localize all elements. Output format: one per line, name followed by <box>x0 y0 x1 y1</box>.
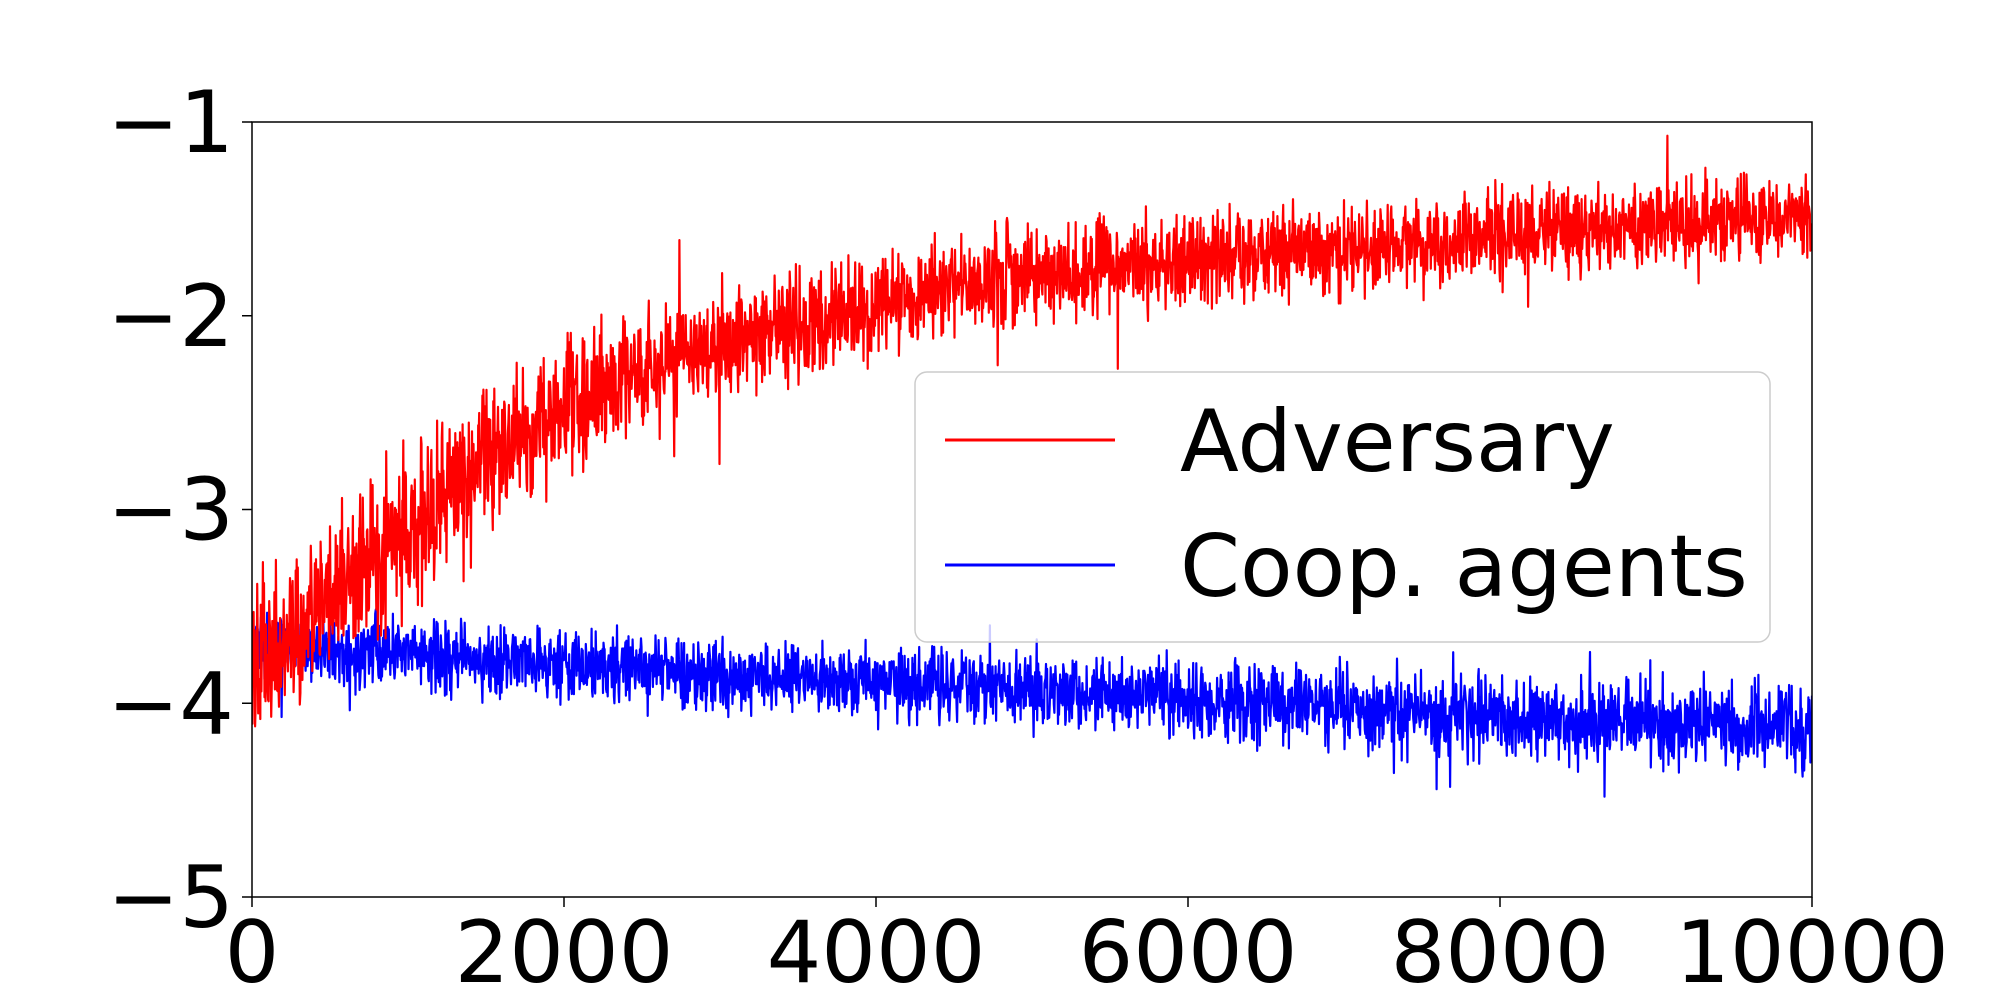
legend-box <box>914 371 1771 643</box>
series-line-adversary <box>252 134 1812 728</box>
x-tick-label: 4000 <box>767 903 986 1000</box>
legend: Adversary Coop. agents <box>914 371 1771 643</box>
y-tick-label: −2 <box>107 267 234 367</box>
x-tick-label: 6000 <box>1079 903 1298 1000</box>
x-tick-label: 10000 <box>1675 903 1949 1000</box>
ticks-layer: 0 2000 4000 6000 8000 10000 −1 −2 −3 −4 −5 <box>107 73 1949 1000</box>
x-tick-label: 0 <box>225 903 280 1000</box>
legend-label-adversary: Adversary <box>1180 392 1615 492</box>
x-tick-label: 2000 <box>455 903 674 1000</box>
series-layer <box>252 134 1812 798</box>
y-tick-label: −4 <box>107 654 234 754</box>
y-tick-label: −3 <box>107 461 234 561</box>
series-line-coop-agents <box>252 608 1812 798</box>
y-tick-label: −1 <box>107 73 234 173</box>
x-tick-label: 8000 <box>1391 903 1610 1000</box>
legend-label-coop-agents: Coop. agents <box>1180 517 1748 617</box>
y-tick-label: −5 <box>107 848 234 948</box>
